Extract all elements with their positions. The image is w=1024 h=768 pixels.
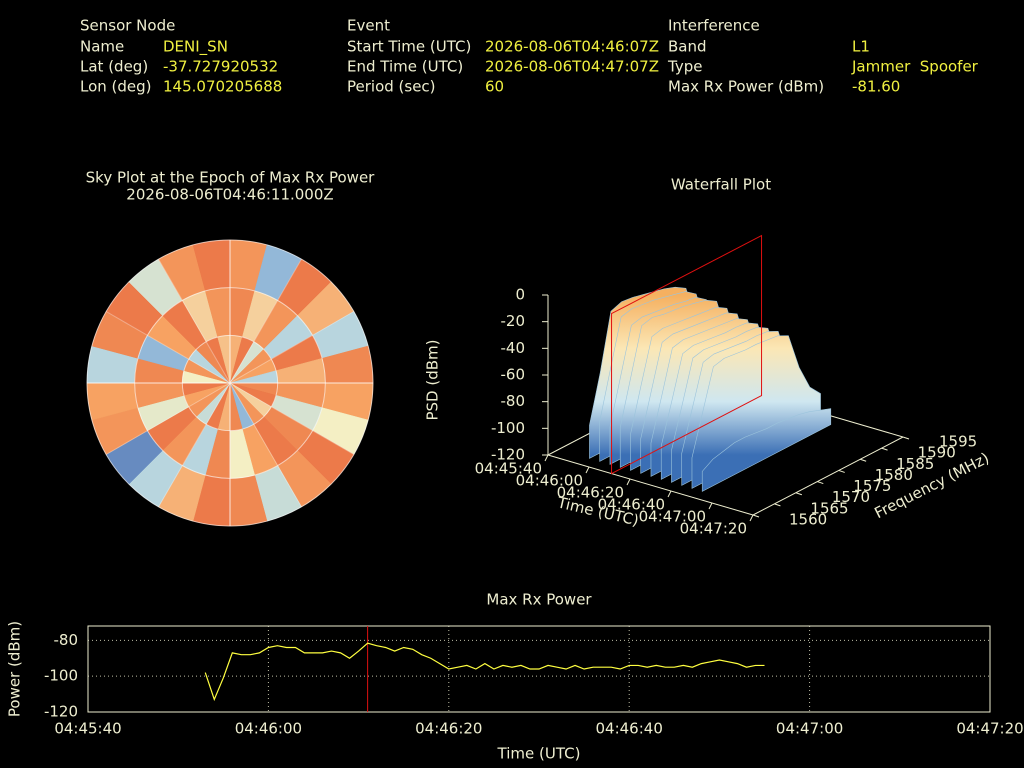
y-tick-label: 1580 [875,466,913,484]
z-axis-label: PSD (dBm) [424,339,442,420]
z-tick-label: -40 [501,339,526,357]
y-axis-label: Power (dBm) [6,621,24,717]
field-value: 145.070205688 [163,78,282,96]
field-value: -37.727920532 [163,58,278,76]
field-value: 2026-08-06T04:46:07Z [485,38,659,56]
y-tick [774,503,781,507]
field-label: End Time (UTC) [347,58,463,76]
field-value: 60 [485,78,504,96]
azimuth-line [158,382,231,508]
y-tick [838,469,845,473]
field-value: -81.60 [852,78,900,96]
y-tick-label: 1575 [853,477,891,495]
y-tick-label: -120 [44,703,78,721]
x-tick [749,514,754,522]
x-tick [626,478,631,486]
field-label: Band [668,38,707,56]
x-tick-label: 04:46:40 [598,496,665,514]
y-tick-label: 1570 [832,488,870,506]
header: Sensor Node Name DENI_SN Lat (deg) -37.72792… [80,17,979,96]
y-tick-label: 1585 [896,455,934,473]
y-tick-label: 1595 [939,433,977,451]
field-label: Lat (deg) [80,58,148,76]
y-tick-label: 1590 [918,444,956,462]
z-tick-label: -60 [501,366,526,384]
azimuth-line [105,382,231,455]
x-tick-label: 04:46:40 [596,720,663,738]
z-tick-label: -20 [501,312,526,330]
y-axis [752,436,904,516]
azimuth-line [229,258,302,384]
waterfall-title: Waterfall Plot [671,176,771,194]
y-tick [881,447,888,451]
z-tick-label: 0 [515,286,525,304]
x-tick-label: 04:46:00 [516,472,583,490]
x-tick-label: 04:45:40 [54,720,121,738]
sky-title: Sky Plot at the Epoch of Max Rx Power [86,169,376,187]
section-title: Interference [668,17,760,35]
x-tick [708,502,713,510]
sky-subtitle: 2026-08-06T04:46:11.000Z [126,186,333,204]
field-value: L1 [852,38,870,56]
x-tick-label: 04:47:00 [639,508,706,526]
epoch-plane [611,234,763,475]
y-tick [859,458,867,462]
x-tick [667,490,672,498]
section-title: Sensor Node [80,17,175,35]
y-tick [795,492,803,496]
azimuth-line [105,311,231,384]
psd-slice [701,408,832,492]
y-tick [902,436,910,440]
field-label: Max Rx Power (dBm) [668,78,824,96]
x-axis [547,454,754,516]
field-value: Jammer Spoofer [851,58,979,76]
z-tick-label: -120 [491,446,525,464]
y-tick [752,514,760,518]
field-label: Start Time (UTC) [347,38,471,56]
x-tick [585,466,590,474]
x-tick-label: 04:47:00 [776,720,843,738]
azimuth-line [229,311,355,384]
x-tick-label: 04:46:20 [415,720,482,738]
field-value: 2026-08-06T04:47:07Z [485,58,659,76]
field-label: Type [667,58,702,76]
power-title: Max Rx Power [486,591,592,609]
x-axis-label: Time (UTC) [497,745,581,763]
z-tick-label: -80 [501,392,526,410]
section-title: Event [347,17,390,35]
z-tick-label: -100 [491,419,525,437]
x-tick-label: 04:47:20 [956,720,1023,738]
y-tick-label: 1565 [810,499,848,517]
y-tick [817,481,824,485]
x-tick-label: 04:46:00 [235,720,302,738]
x-tick-label: 04:47:20 [680,520,747,538]
azimuth-line [229,382,355,455]
azimuth-line [229,382,302,508]
power-line [204,642,765,702]
x-tick-label: 04:45:40 [475,460,542,478]
y-tick-label: -100 [44,667,78,685]
field-label: Lon (deg) [80,78,152,96]
azimuth-line [158,258,231,384]
y-tick-label: 1560 [789,511,827,529]
x-tick-label: 04:46:20 [557,484,624,502]
y-tick-label: -80 [54,631,79,649]
plot-border [87,625,991,713]
x-tick [544,454,549,462]
field-value: DENI_SN [163,38,228,57]
field-label: Name [80,38,124,56]
field-label: Period (sec) [347,78,436,96]
